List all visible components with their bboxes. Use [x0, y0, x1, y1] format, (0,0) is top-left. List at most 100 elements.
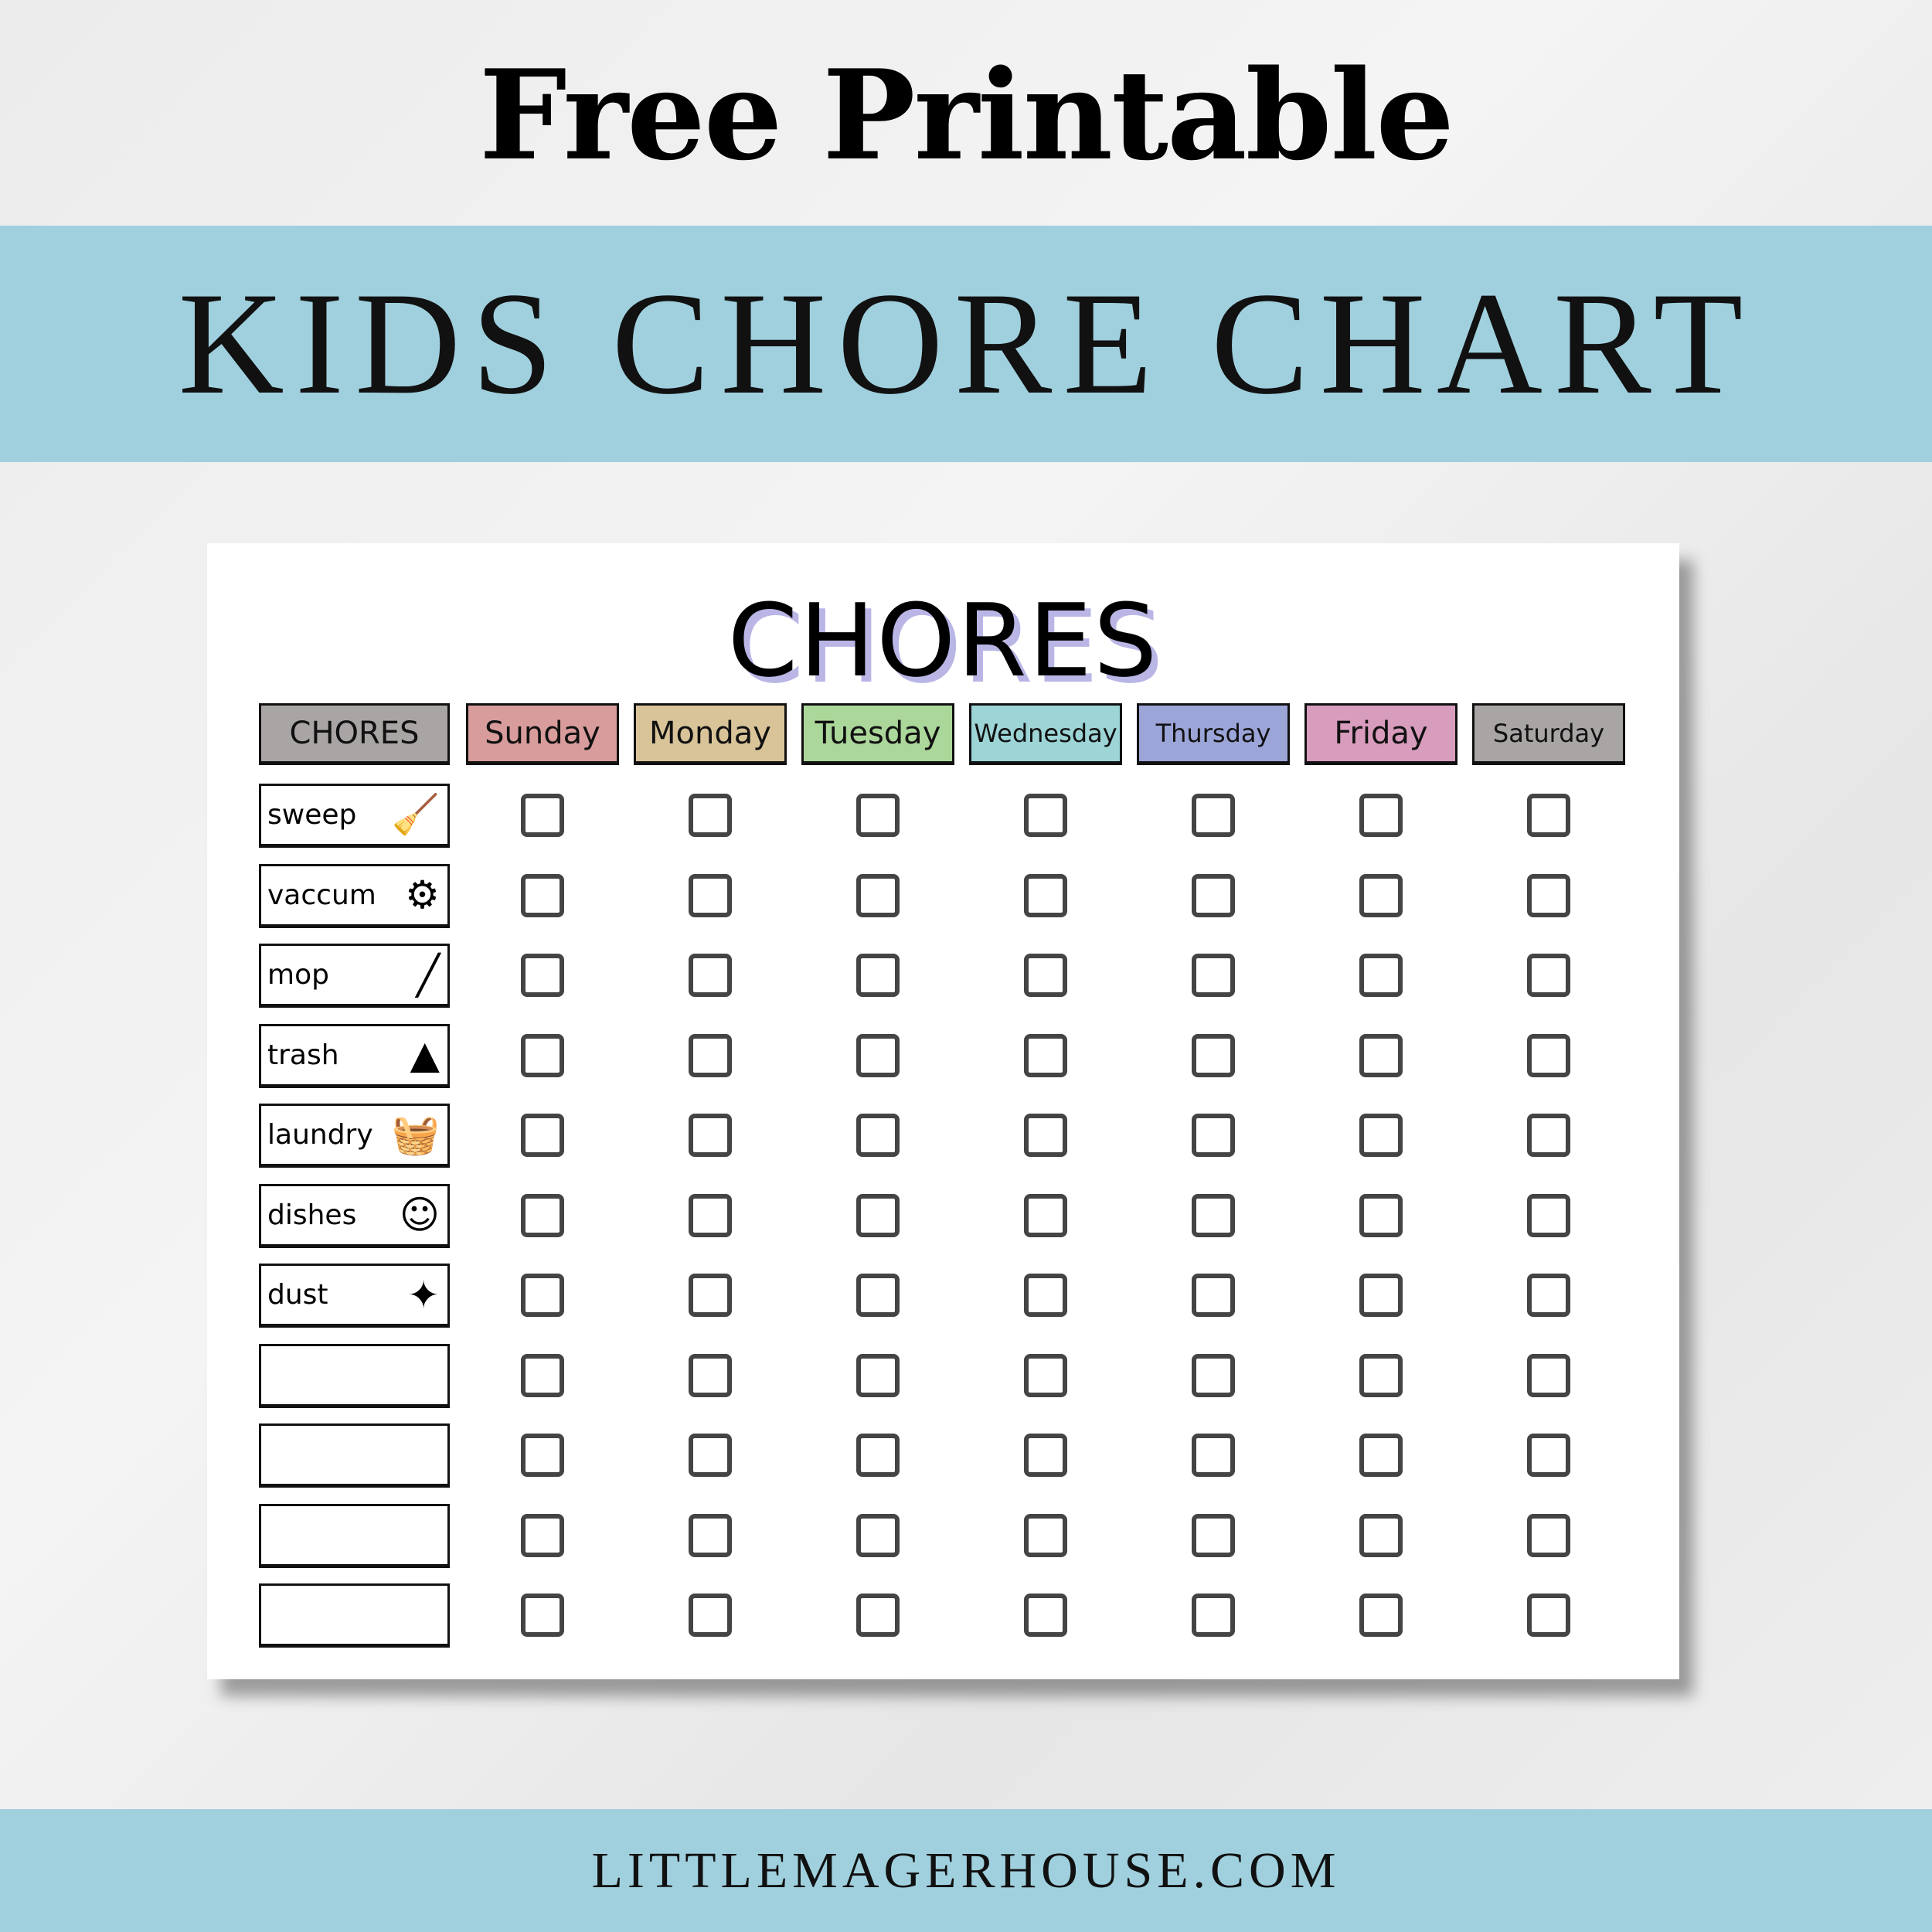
chore-row-label[interactable]: [259, 1343, 450, 1408]
checkbox-friday[interactable]: [1359, 794, 1403, 837]
checkbox-saturday[interactable]: [1527, 1513, 1570, 1557]
checkbox-wednesday[interactable]: [1024, 1274, 1067, 1317]
checkbox-saturday[interactable]: [1527, 1353, 1570, 1397]
checkbox-sunday[interactable]: [521, 1434, 564, 1477]
checkbox-sunday[interactable]: [521, 954, 564, 997]
checkbox-sunday[interactable]: [521, 1594, 564, 1637]
footer-band: LITTLEMAGERHOUSE.COM: [0, 1809, 1932, 1932]
checkbox-monday[interactable]: [689, 1274, 732, 1317]
checkbox-wednesday[interactable]: [1024, 1513, 1067, 1557]
checkbox-friday[interactable]: [1359, 1114, 1403, 1157]
checkbox-sunday[interactable]: [521, 1114, 564, 1157]
checkbox-wednesday[interactable]: [1024, 873, 1067, 917]
checkbox-monday[interactable]: [689, 873, 732, 917]
checkbox-monday[interactable]: [689, 1033, 732, 1077]
chore-row-label[interactable]: [259, 1423, 450, 1488]
checkbox-thursday[interactable]: [1192, 1033, 1235, 1077]
checkbox-sunday[interactable]: [521, 873, 564, 917]
header-tuesday: Tuesday: [801, 703, 954, 765]
header-chores: CHORES: [259, 703, 450, 765]
checkbox-monday[interactable]: [689, 794, 732, 837]
checkbox-friday[interactable]: [1359, 1193, 1403, 1237]
checkbox-thursday[interactable]: [1192, 1353, 1235, 1397]
checkbox-wednesday[interactable]: [1024, 1353, 1067, 1397]
header-thursday: Thursday: [1137, 703, 1290, 765]
checkbox-friday[interactable]: [1359, 873, 1403, 917]
checkbox-thursday[interactable]: [1192, 1513, 1235, 1557]
checkbox-monday[interactable]: [689, 1114, 732, 1157]
checkbox-thursday[interactable]: [1192, 1434, 1235, 1477]
checkbox-friday[interactable]: [1359, 1513, 1403, 1557]
banner-title: KIDS CHORE CHART: [178, 263, 1754, 425]
chore-row-label[interactable]: [259, 1503, 450, 1568]
checkbox-friday[interactable]: [1359, 1033, 1403, 1077]
checkbox-friday[interactable]: [1359, 1594, 1403, 1637]
checkbox-tuesday[interactable]: [856, 1033, 900, 1077]
checkbox-tuesday[interactable]: [856, 1513, 900, 1557]
chore-row-label[interactable]: [259, 1583, 450, 1648]
checkbox-saturday[interactable]: [1527, 954, 1570, 997]
chore-row-label[interactable]: mop ╱: [259, 944, 450, 1008]
checkbox-saturday[interactable]: [1527, 873, 1570, 917]
checkbox-monday[interactable]: [689, 1434, 732, 1477]
chore-label: vaccum: [267, 879, 376, 911]
checkbox-wednesday[interactable]: [1024, 1114, 1067, 1157]
checkbox-saturday[interactable]: [1527, 794, 1570, 837]
checkbox-tuesday[interactable]: [856, 1274, 900, 1317]
checkbox-saturday[interactable]: [1527, 1274, 1570, 1317]
checkbox-saturday[interactable]: [1527, 1114, 1570, 1157]
header-wednesday: Wednesday: [969, 703, 1122, 765]
banner: KIDS CHORE CHART: [0, 226, 1932, 462]
checkbox-thursday[interactable]: [1192, 873, 1235, 917]
checkbox-tuesday[interactable]: [856, 1114, 900, 1157]
checkbox-tuesday[interactable]: [856, 1594, 900, 1637]
checkbox-thursday[interactable]: [1192, 1193, 1235, 1237]
checkbox-wednesday[interactable]: [1024, 794, 1067, 837]
footer-site[interactable]: LITTLEMAGERHOUSE.COM: [591, 1842, 1341, 1899]
checkbox-sunday[interactable]: [521, 1274, 564, 1317]
checkbox-sunday[interactable]: [521, 1513, 564, 1557]
checkbox-saturday[interactable]: [1527, 1033, 1570, 1077]
chore-row-label[interactable]: laundry 🧺: [259, 1104, 450, 1168]
checkbox-wednesday[interactable]: [1024, 954, 1067, 997]
checkbox-friday[interactable]: [1359, 1274, 1403, 1317]
checkbox-wednesday[interactable]: [1024, 1594, 1067, 1637]
checkbox-tuesday[interactable]: [856, 1353, 900, 1397]
checkbox-wednesday[interactable]: [1024, 1033, 1067, 1077]
checkbox-friday[interactable]: [1359, 1434, 1403, 1477]
dishwashing-icon: ☺: [399, 1192, 440, 1237]
checkbox-tuesday[interactable]: [856, 873, 900, 917]
checkbox-monday[interactable]: [689, 1353, 732, 1397]
checkbox-sunday[interactable]: [521, 1353, 564, 1397]
checkbox-tuesday[interactable]: [856, 794, 900, 837]
chore-row-label[interactable]: dishes ☺: [259, 1183, 450, 1248]
checkbox-sunday[interactable]: [521, 1193, 564, 1237]
checkbox-thursday[interactable]: [1192, 794, 1235, 837]
checkbox-monday[interactable]: [689, 1193, 732, 1237]
chore-row-label[interactable]: trash ▲: [259, 1023, 450, 1088]
checkbox-thursday[interactable]: [1192, 954, 1235, 997]
checkbox-monday[interactable]: [689, 954, 732, 997]
checkbox-saturday[interactable]: [1527, 1193, 1570, 1237]
checkbox-friday[interactable]: [1359, 954, 1403, 997]
chore-row-label[interactable]: sweep 🧹: [259, 784, 450, 848]
checkbox-saturday[interactable]: [1527, 1594, 1570, 1637]
checkbox-wednesday[interactable]: [1024, 1434, 1067, 1477]
checkbox-thursday[interactable]: [1192, 1594, 1235, 1637]
checkbox-friday[interactable]: [1359, 1353, 1403, 1397]
checkbox-wednesday[interactable]: [1024, 1193, 1067, 1237]
chore-label: sweep: [267, 799, 357, 831]
laundry-basket-icon: 🧺: [391, 1112, 440, 1157]
checkbox-thursday[interactable]: [1192, 1114, 1235, 1157]
checkbox-thursday[interactable]: [1192, 1274, 1235, 1317]
checkbox-saturday[interactable]: [1527, 1434, 1570, 1477]
checkbox-tuesday[interactable]: [856, 954, 900, 997]
checkbox-tuesday[interactable]: [856, 1434, 900, 1477]
checkbox-monday[interactable]: [689, 1594, 732, 1637]
checkbox-monday[interactable]: [689, 1513, 732, 1557]
chore-row-label[interactable]: vaccum ⚙: [259, 863, 450, 928]
checkbox-sunday[interactable]: [521, 794, 564, 837]
chore-row-label[interactable]: dust ✦: [259, 1264, 450, 1328]
checkbox-sunday[interactable]: [521, 1033, 564, 1077]
checkbox-tuesday[interactable]: [856, 1193, 900, 1237]
